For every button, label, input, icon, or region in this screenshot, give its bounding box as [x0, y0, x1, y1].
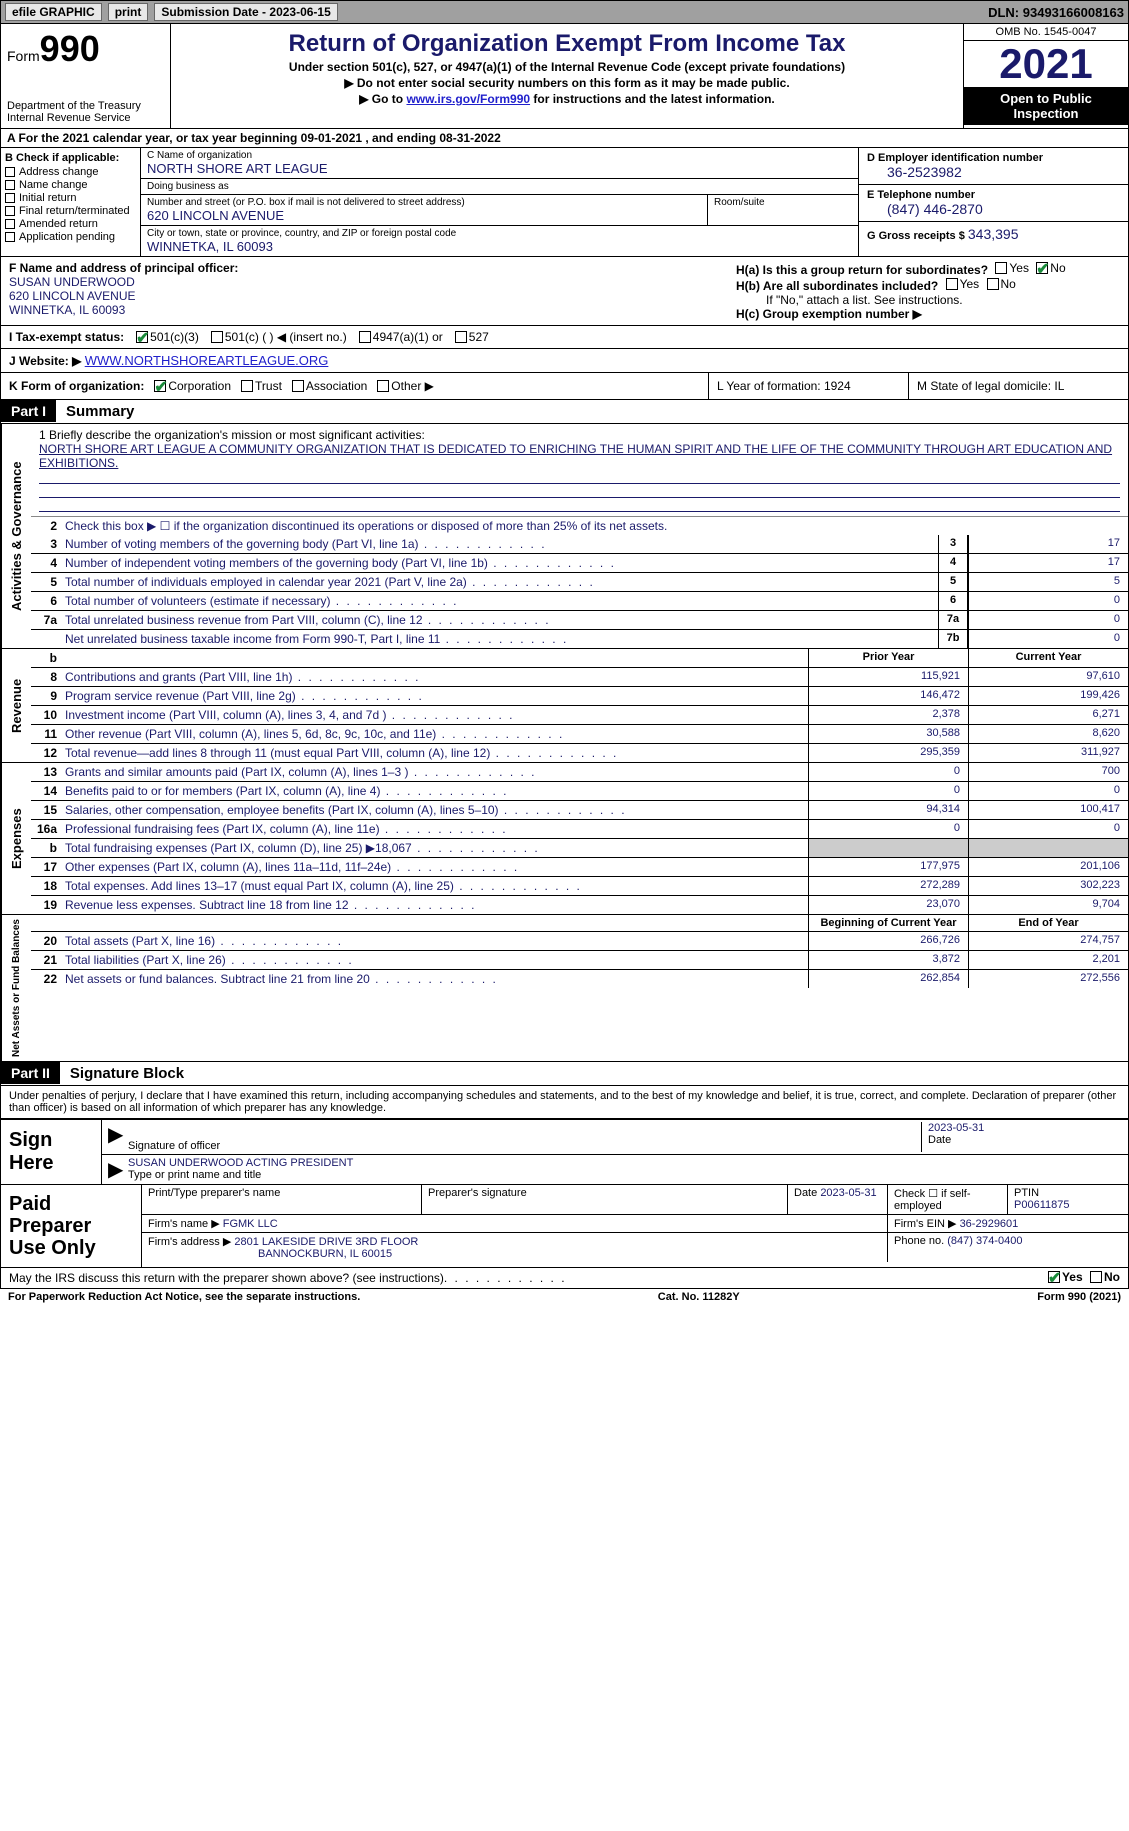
checkbox-icon[interactable] [5, 206, 15, 216]
header-left: Form990 Department of the Treasury Inter… [1, 24, 171, 128]
col-d: D Employer identification number36-25239… [858, 148, 1128, 256]
checkbox-icon[interactable] [946, 278, 958, 290]
section-bc: B Check if applicable: Address change Na… [0, 148, 1129, 257]
topbar: efile GRAPHIC print Submission Date - 20… [0, 0, 1129, 24]
col-c: C Name of organizationNORTH SHORE ART LE… [141, 148, 858, 256]
checkbox-icon[interactable] [455, 331, 467, 343]
print-btn[interactable]: print [108, 3, 149, 21]
governance-section: Activities & Governance 1 Briefly descri… [0, 424, 1129, 649]
section-fh: F Name and address of principal officer:… [0, 257, 1129, 326]
sign-here: Sign Here ▶ Signature of officer 2023-05… [0, 1119, 1129, 1185]
vlabel-governance: Activities & Governance [1, 424, 31, 648]
expenses-section: Expenses 13Grants and similar amounts pa… [0, 763, 1129, 915]
part1-header: Part ISummary [0, 400, 1129, 424]
discuss-row: May the IRS discuss this return with the… [0, 1268, 1129, 1289]
vlabel-net: Net Assets or Fund Balances [1, 915, 31, 1061]
checkbox-icon[interactable] [154, 380, 166, 392]
part2-header: Part IISignature Block [0, 1062, 1129, 1086]
dln: DLN: 93493166008163 [988, 5, 1124, 20]
efile-btn[interactable]: efile GRAPHIC [5, 3, 102, 21]
checkbox-icon[interactable] [377, 380, 389, 392]
checkbox-icon[interactable] [292, 380, 304, 392]
row-j: J Website: ▶ WWW.NORTHSHOREARTLEAGUE.ORG [0, 349, 1129, 373]
checkbox-icon[interactable] [5, 180, 15, 190]
ein: 36-2523982 [867, 164, 1120, 180]
checkbox-icon[interactable] [5, 219, 15, 229]
form-title: Return of Organization Exempt From Incom… [179, 30, 955, 58]
row-i: I Tax-exempt status: 501(c)(3) 501(c) ( … [0, 326, 1129, 349]
row-a: A For the 2021 calendar year, or tax yea… [0, 129, 1129, 148]
header-mid: Return of Organization Exempt From Incom… [171, 24, 963, 128]
checkbox-icon[interactable] [5, 232, 15, 242]
irs-link[interactable]: www.irs.gov/Form990 [406, 92, 530, 106]
col-h: H(a) Is this a group return for subordin… [728, 257, 1128, 325]
form-header: Form990 Department of the Treasury Inter… [0, 24, 1129, 129]
footer: For Paperwork Reduction Act Notice, see … [0, 1289, 1129, 1305]
checkbox-icon[interactable] [1036, 262, 1048, 274]
checkbox-icon[interactable] [359, 331, 371, 343]
netassets-section: Net Assets or Fund Balances Beginning of… [0, 915, 1129, 1062]
checkbox-icon[interactable] [5, 167, 15, 177]
col-f: F Name and address of principal officer:… [1, 257, 728, 325]
col-b: B Check if applicable: Address change Na… [1, 148, 141, 256]
checkbox-icon[interactable] [211, 331, 223, 343]
arrow-icon: ▶ [108, 1122, 128, 1152]
row-kl: K Form of organization: Corporation Trus… [0, 373, 1129, 400]
website-link[interactable]: WWW.NORTHSHOREARTLEAGUE.ORG [85, 353, 329, 368]
sig-declaration: Under penalties of perjury, I declare th… [0, 1086, 1129, 1119]
checkbox-icon[interactable] [5, 193, 15, 203]
arrow-icon: ▶ [108, 1157, 128, 1182]
checkbox-icon[interactable] [995, 262, 1007, 274]
vlabel-revenue: Revenue [1, 649, 31, 762]
org-name: NORTH SHORE ART LEAGUE [147, 161, 852, 176]
paid-preparer: Paid Preparer Use Only Print/Type prepar… [0, 1185, 1129, 1268]
checkbox-icon[interactable] [136, 331, 148, 343]
vlabel-expenses: Expenses [1, 763, 31, 914]
subdate-btn: Submission Date - 2023-06-15 [154, 3, 337, 21]
checkbox-icon[interactable] [241, 380, 253, 392]
checkbox-icon[interactable] [1090, 1271, 1102, 1283]
checkbox-icon[interactable] [1048, 1271, 1060, 1283]
header-right: OMB No. 1545-0047 2021 Open to Public In… [963, 24, 1128, 128]
tax-year: 2021 [964, 41, 1128, 87]
revenue-section: Revenue b Prior YearCurrent Year 8Contri… [0, 649, 1129, 763]
checkbox-icon[interactable] [987, 278, 999, 290]
